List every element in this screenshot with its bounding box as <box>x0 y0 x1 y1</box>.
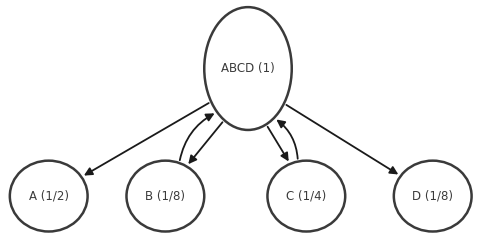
Ellipse shape <box>204 7 292 130</box>
Text: A (1/2): A (1/2) <box>29 190 69 203</box>
Ellipse shape <box>126 161 204 232</box>
Ellipse shape <box>10 161 88 232</box>
Text: C (1/4): C (1/4) <box>286 190 326 203</box>
Ellipse shape <box>394 161 472 232</box>
Ellipse shape <box>267 161 345 232</box>
Text: D (1/8): D (1/8) <box>412 190 453 203</box>
Text: ABCD (1): ABCD (1) <box>221 62 275 75</box>
Text: B (1/8): B (1/8) <box>145 190 186 203</box>
